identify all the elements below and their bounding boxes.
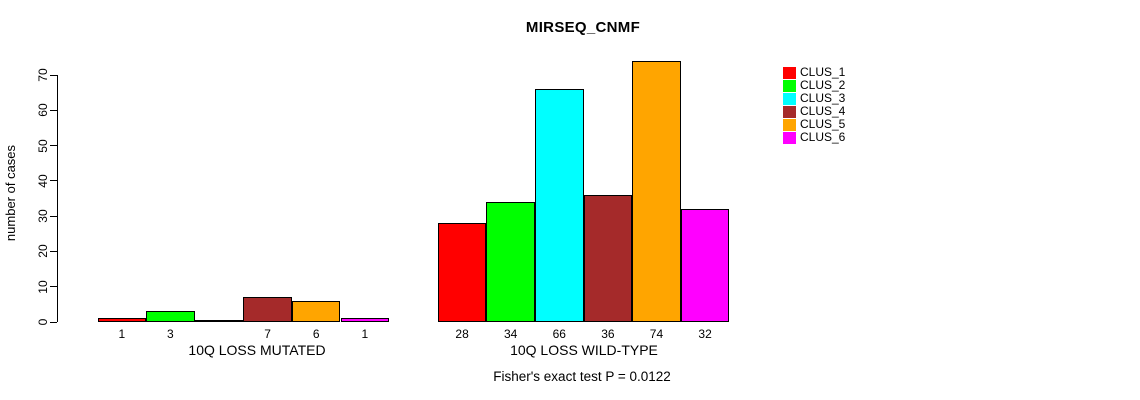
bar-value-label: 1 xyxy=(118,327,126,341)
legend-item-clus_5: CLUS_5 xyxy=(783,118,845,131)
annotation-fisher-test: Fisher's exact test P = 0.0122 xyxy=(493,369,671,384)
y-tick xyxy=(50,321,57,323)
bar-clus_2-group1 xyxy=(146,311,195,322)
legend-item-clus_3: CLUS_3 xyxy=(783,92,845,105)
legend-label: CLUS_5 xyxy=(800,117,846,131)
bar-clus_5-group2 xyxy=(632,61,681,322)
bar-value-label: 74 xyxy=(649,327,664,341)
bar-clus_3-group2 xyxy=(535,89,584,322)
y-tick-label: 10 xyxy=(36,280,50,294)
bar-value-label: 28 xyxy=(455,327,469,341)
y-tick xyxy=(50,215,57,217)
bar-value-label: 36 xyxy=(601,327,615,341)
legend-swatch-clus_3 xyxy=(783,92,796,105)
legend-swatch-clus_6 xyxy=(783,131,796,144)
y-tick-label: 60 xyxy=(36,103,50,117)
bar-clus_6-group1 xyxy=(340,318,390,322)
legend-label: CLUS_4 xyxy=(800,104,846,118)
y-tick xyxy=(50,145,57,147)
legend-label: CLUS_1 xyxy=(800,65,846,79)
legend-item-clus_4: CLUS_4 xyxy=(783,105,845,118)
legend: CLUS_1 CLUS_2 CLUS_3 CLUS_4 CLUS_5 CLUS_6 xyxy=(783,66,845,144)
legend-label: CLUS_6 xyxy=(800,130,846,144)
legend-item-clus_1: CLUS_1 xyxy=(783,66,845,79)
y-tick-label: 0 xyxy=(36,318,50,326)
bar-clus_4-group1 xyxy=(243,297,292,322)
bar-clus_1-group2 xyxy=(437,223,487,322)
bar-value-label: 32 xyxy=(698,327,712,341)
chart-title: MIRSEQ_CNMF xyxy=(525,19,641,36)
legend-swatch-clus_4 xyxy=(783,105,796,118)
y-tick-label: 40 xyxy=(36,174,50,188)
y-tick xyxy=(50,74,57,76)
bar-value-label: 3 xyxy=(167,327,174,341)
y-tick-label: 20 xyxy=(36,244,50,259)
y-tick-label: 70 xyxy=(36,68,50,82)
y-tick xyxy=(50,286,57,288)
y-axis-line xyxy=(57,75,58,322)
group-label: 10Q LOSS WILD-TYPE xyxy=(510,342,658,358)
legend-swatch-clus_5 xyxy=(783,118,796,131)
legend-item-clus_2: CLUS_2 xyxy=(783,79,845,92)
legend-swatch-clus_2 xyxy=(783,79,796,92)
y-tick-label: 30 xyxy=(36,209,50,223)
legend-label: CLUS_3 xyxy=(800,91,846,105)
bar-value-label: 34 xyxy=(504,327,518,341)
bar-clus_4-group2 xyxy=(583,195,633,322)
bar-value-label: 66 xyxy=(552,327,566,341)
group-label: 10Q LOSS MUTATED xyxy=(188,342,326,358)
bar-value-label: 1 xyxy=(361,327,369,341)
bar-clus_5-group1 xyxy=(291,301,341,322)
legend-label: CLUS_2 xyxy=(800,78,846,92)
legend-item-clus_6: CLUS_6 xyxy=(783,131,845,144)
y-tick-label: 50 xyxy=(36,138,50,153)
bar-clus_6-group2 xyxy=(680,209,730,322)
bar-clus_2-group2 xyxy=(486,202,535,322)
bar-clus_3-group1-zero xyxy=(194,320,244,322)
y-tick xyxy=(50,109,57,111)
legend-swatch-clus_1 xyxy=(783,66,796,79)
bar-value-label: 6 xyxy=(312,327,320,341)
bar-clus_1-group1 xyxy=(97,318,147,322)
bar-value-label: 7 xyxy=(264,327,271,341)
y-tick xyxy=(50,180,57,182)
y-tick xyxy=(50,250,57,252)
